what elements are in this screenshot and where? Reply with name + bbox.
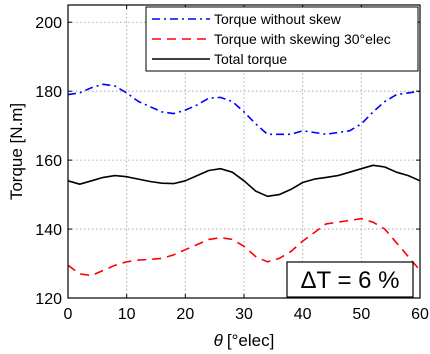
- legend-label-3: Total torque: [214, 51, 287, 67]
- y-axis-ticks: 120 140 160 180 200: [35, 15, 420, 308]
- y-tick-label: 160: [35, 153, 62, 170]
- y-tick-label: 140: [35, 222, 62, 239]
- annotation-box: [286, 261, 414, 298]
- x-tick-label: 50: [352, 306, 370, 323]
- x-tick-label: 0: [64, 306, 73, 323]
- y-axis-label: Torque [N.m]: [7, 103, 26, 200]
- x-axis-label-symbol: θ: [214, 331, 224, 350]
- x-axis-ticks: 0 10 20 30 40 50 60: [64, 5, 429, 323]
- series-layer: [67, 83, 421, 277]
- legend: Torque without skew Torque with skewing 3…: [145, 6, 419, 72]
- x-tick-label: 30: [235, 306, 253, 323]
- x-tick-label: 40: [294, 306, 312, 323]
- annotation-text: ΔT = 6 %: [301, 267, 400, 294]
- x-tick-label: 60: [411, 306, 429, 323]
- legend-label-2: Torque with skewing 30°elec: [214, 31, 391, 47]
- series-line-2: [67, 217, 421, 277]
- delta-t-annotation: ΔT = 6 %: [286, 261, 414, 298]
- legend-label-1: Torque without skew: [214, 11, 342, 27]
- series-line-1: [67, 83, 421, 136]
- y-tick-label: 200: [35, 15, 62, 32]
- x-tick-label: 20: [176, 306, 194, 323]
- legend-box: [145, 6, 419, 72]
- x-axis-label: θ [°elec]: [214, 331, 275, 350]
- series-line-3: [67, 164, 421, 198]
- y-tick-label: 180: [35, 84, 62, 101]
- x-tick-label: 10: [118, 306, 136, 323]
- x-axis-label-unit: [°elec]: [227, 331, 274, 350]
- y-tick-label: 120: [35, 291, 62, 308]
